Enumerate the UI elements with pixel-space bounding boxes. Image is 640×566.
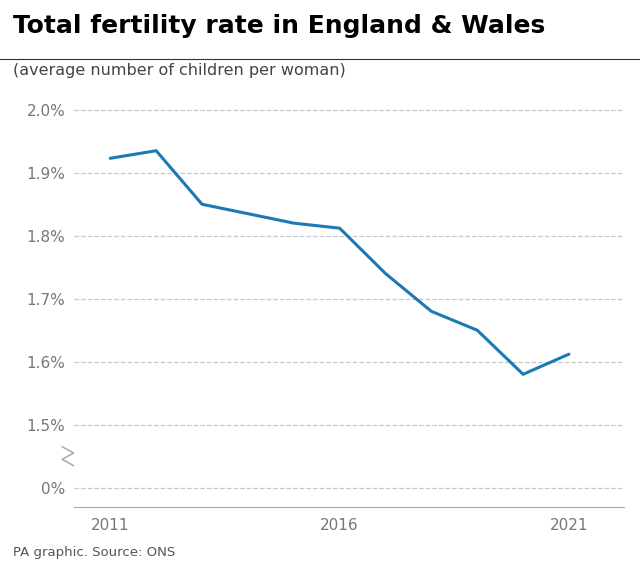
Text: (average number of children per woman): (average number of children per woman) [13, 63, 346, 79]
Text: PA graphic. Source: ONS: PA graphic. Source: ONS [13, 546, 175, 559]
Text: Total fertility rate in England & Wales: Total fertility rate in England & Wales [13, 14, 545, 38]
